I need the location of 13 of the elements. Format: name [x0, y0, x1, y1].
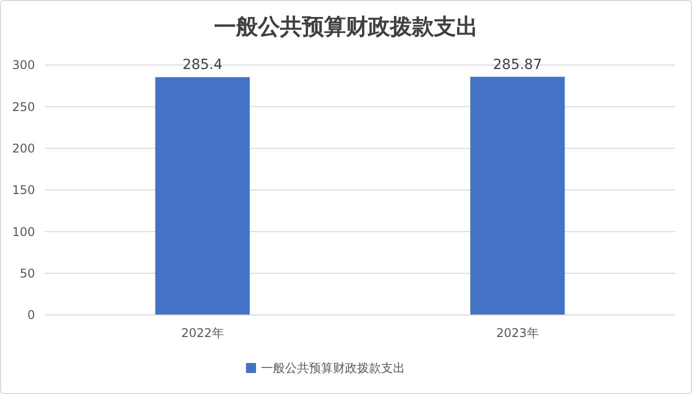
- data-label: 285.4: [182, 57, 223, 74]
- y-tick-label: 300: [12, 58, 35, 72]
- y-tick-label: 100: [12, 224, 35, 239]
- chart-title: 一般公共预算财政拨款支出: [214, 14, 478, 40]
- x-tick-label: 2022年: [181, 326, 224, 340]
- y-tick-label: 0: [27, 308, 35, 322]
- y-tick-label: 150: [12, 183, 35, 198]
- x-tick-label: 2023年: [496, 326, 539, 340]
- y-tick-label: 50: [20, 266, 35, 281]
- y-tick-label: 250: [12, 100, 35, 114]
- legend-label: 一般公共预算财政拨款支出: [261, 361, 405, 376]
- data-label: 285.87: [493, 56, 542, 73]
- y-tick-label: 200: [12, 142, 35, 156]
